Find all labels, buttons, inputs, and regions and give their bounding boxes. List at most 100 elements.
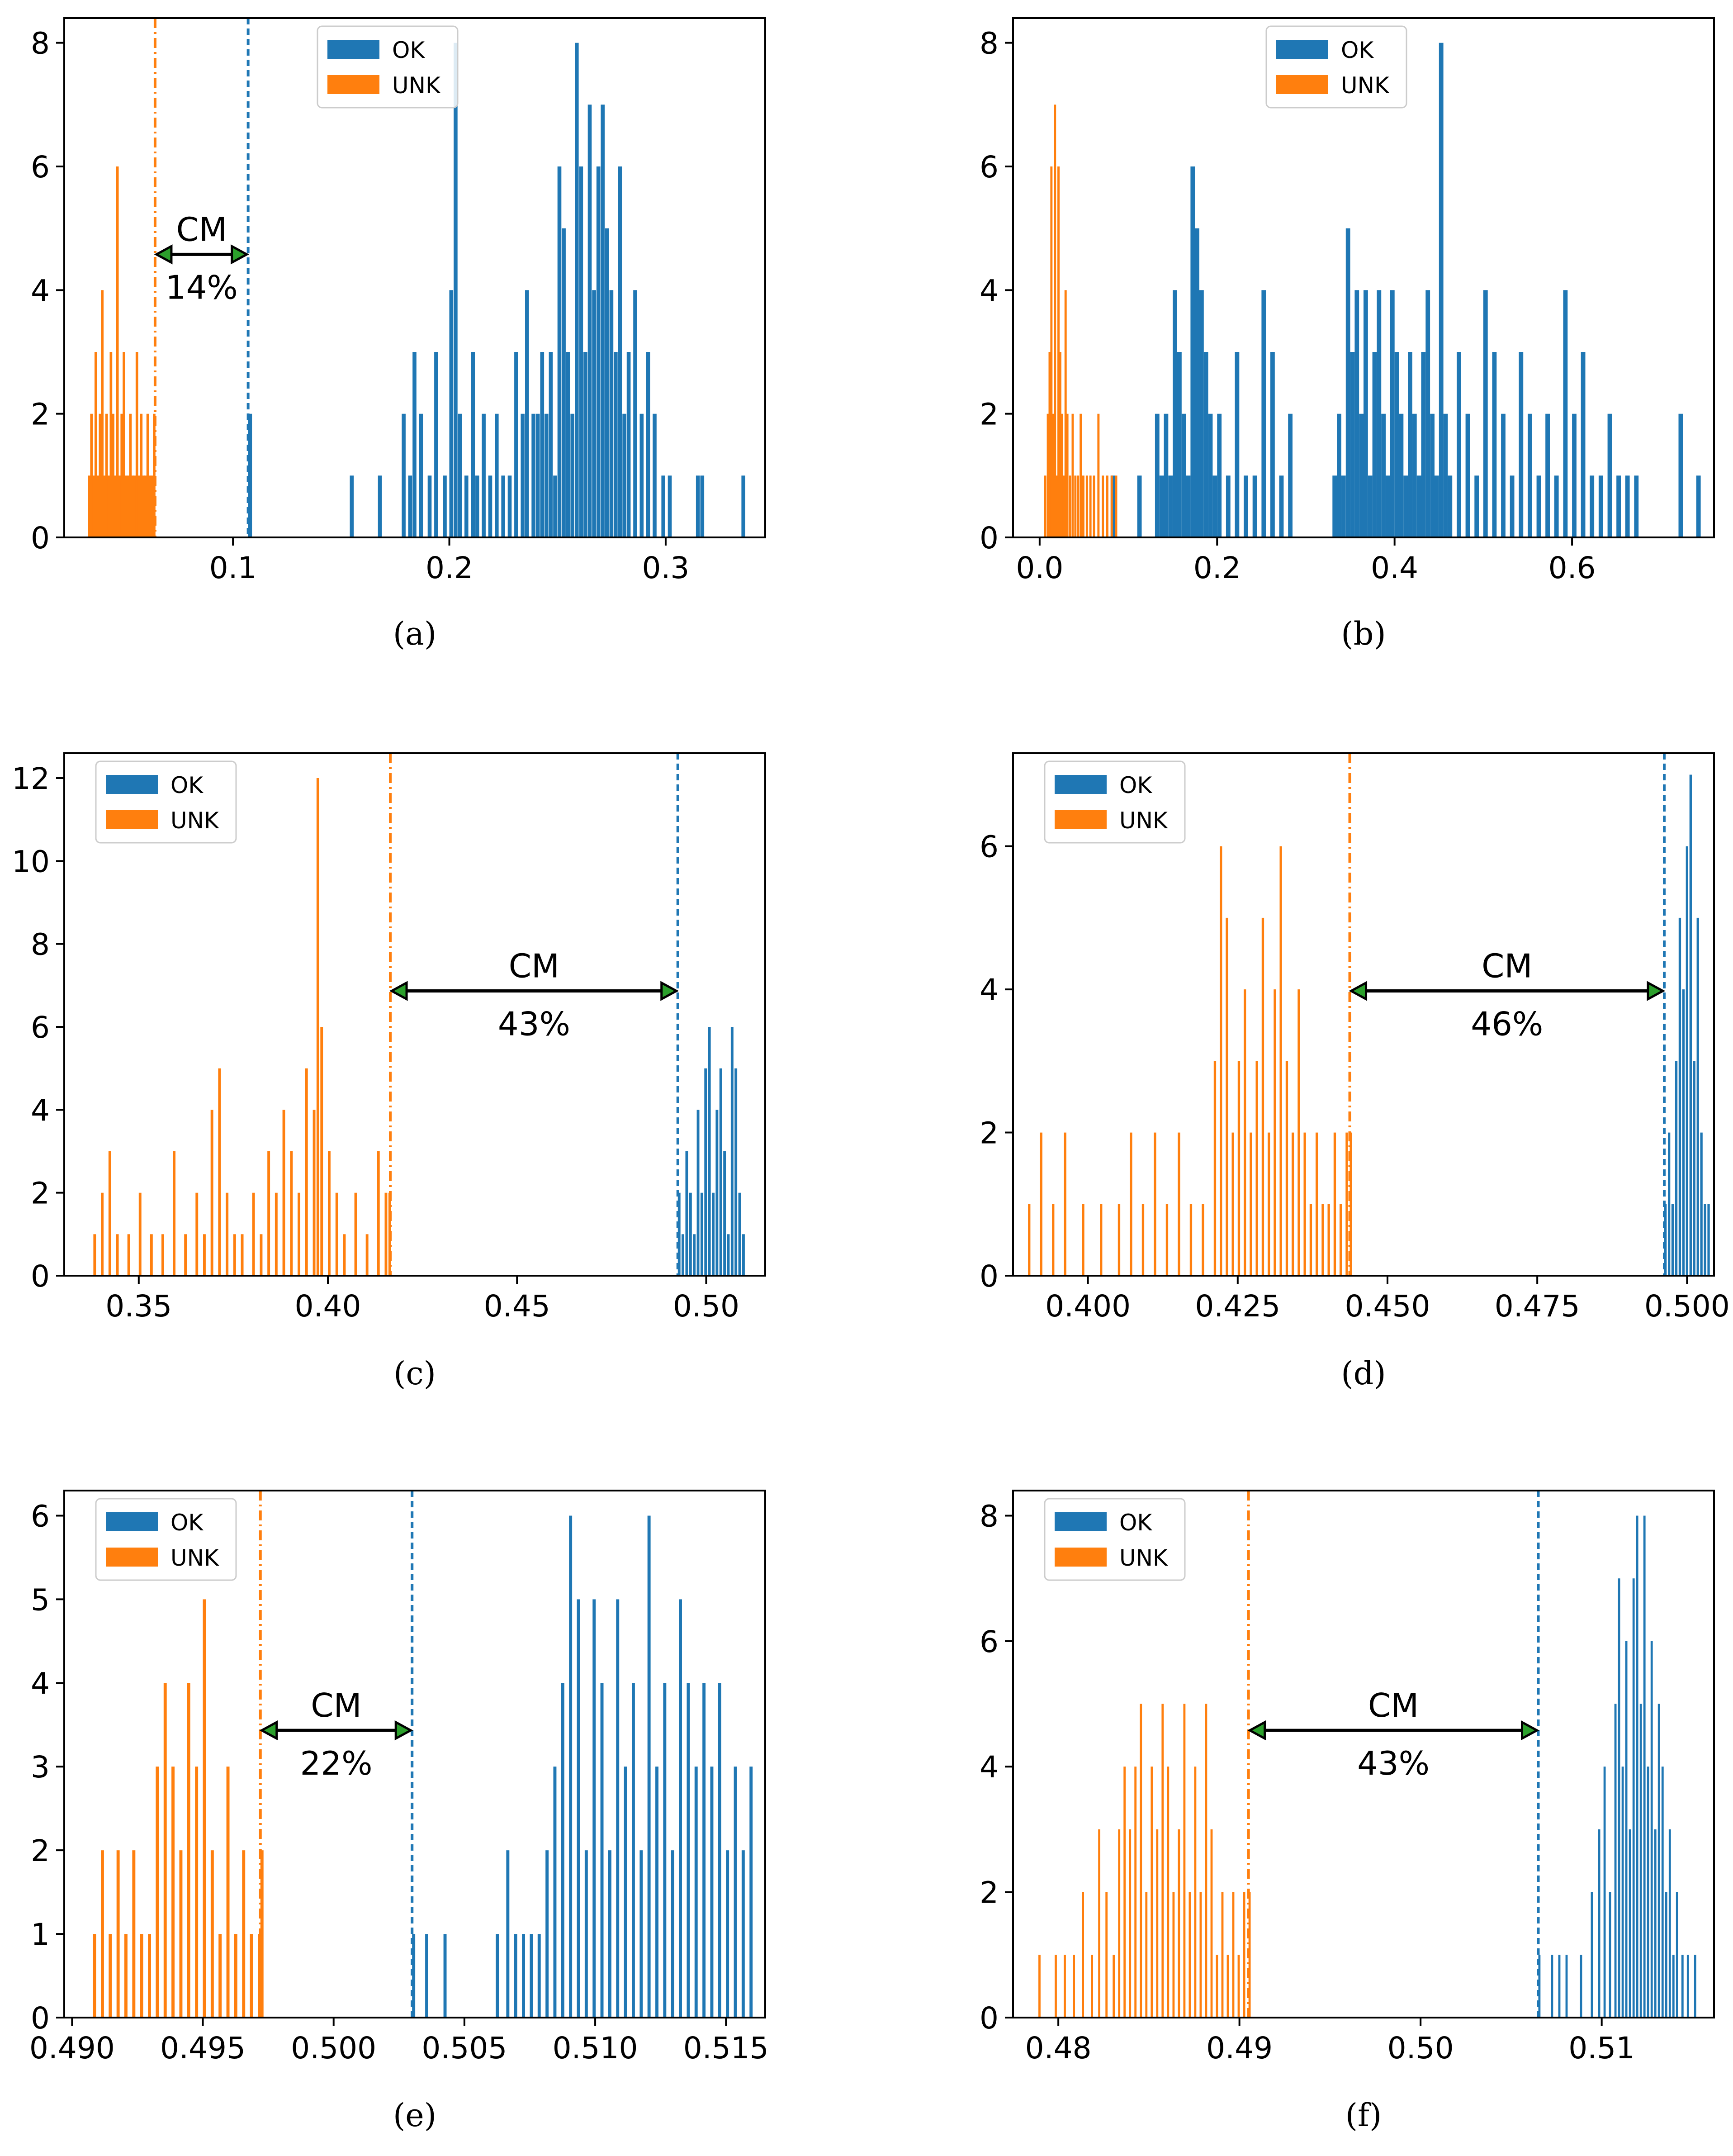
y-tick-label: 0 — [980, 1259, 999, 1294]
legend-label-unk: UNK — [170, 807, 219, 834]
bar-unk — [1172, 1892, 1175, 2018]
bar-unk — [226, 1767, 230, 2018]
bar-ok — [553, 475, 557, 537]
bar-unk — [107, 475, 110, 537]
bar-ok — [1279, 475, 1284, 537]
bar-ok — [506, 1850, 510, 2018]
x-tick-label: 0.6 — [1548, 551, 1596, 585]
bar-unk — [241, 1234, 244, 1276]
bar-ok — [549, 352, 553, 537]
legend-label-ok: OK — [1341, 37, 1374, 63]
y-tick-label: 2 — [31, 1176, 50, 1211]
bar-unk — [335, 1192, 338, 1276]
bar-ok — [425, 1934, 428, 2018]
bar-unk — [140, 413, 143, 537]
x-tick-label: 0.40 — [295, 1289, 361, 1324]
bar-ok — [1372, 352, 1377, 537]
bar-unk — [101, 1192, 104, 1276]
bar-ok — [1693, 1061, 1695, 1276]
series-unk — [1044, 104, 1117, 538]
bar-unk — [1167, 1767, 1170, 2018]
bar-ok — [1359, 413, 1364, 537]
bar-unk — [1161, 1704, 1164, 2018]
cm-arrow-head-right — [394, 1720, 413, 1741]
bar-unk — [1151, 1767, 1153, 2018]
series-unk — [93, 778, 391, 1276]
bar-ok — [727, 1234, 730, 1276]
bar-unk — [124, 1934, 128, 2018]
bar-ok — [1394, 352, 1399, 537]
y-tick-label: 2 — [980, 397, 999, 432]
bar-unk — [1061, 413, 1063, 537]
bar-unk — [290, 1151, 293, 1276]
bar-ok — [682, 1234, 684, 1276]
bar-unk — [135, 352, 138, 537]
bar-ok — [1235, 352, 1240, 537]
bar-ok — [596, 166, 601, 537]
y-tick-label: 4 — [31, 1666, 50, 1701]
bar-ok — [575, 43, 579, 538]
bar-unk — [109, 352, 113, 537]
bar-ok — [704, 1068, 707, 1276]
chart-panel-d: CM 46% 0.400 0.425 0.450 0.475 0.500 0 2 4 6 OK UNK (… — [980, 752, 1730, 1392]
bar-unk — [320, 1027, 323, 1276]
y-tick-label: 2 — [980, 1876, 999, 1910]
bar-ok — [1696, 917, 1699, 1276]
x-tick-label: 0.490 — [29, 2031, 115, 2066]
bar-unk — [1093, 475, 1095, 537]
bar-unk — [1244, 989, 1246, 1276]
bar-ok — [1681, 1955, 1684, 2018]
bar-unk — [1327, 1204, 1330, 1276]
y-tick-label: 6 — [980, 1624, 999, 1659]
bar-ok — [1425, 290, 1430, 537]
cm-arrow-head-left — [259, 1720, 278, 1741]
x-tick-label: 0.0 — [1016, 551, 1063, 585]
bar-unk — [218, 1934, 222, 2018]
bar-unk — [116, 166, 119, 537]
bar-ok — [633, 290, 637, 537]
bar-unk — [109, 1934, 112, 2018]
bar-ok — [1664, 1204, 1667, 1276]
bar-ok — [525, 290, 529, 537]
bar-unk — [298, 1192, 300, 1276]
axes-frame — [63, 1490, 766, 2018]
bar-unk — [233, 1234, 236, 1276]
legend-swatch-ok — [327, 40, 379, 59]
bar-ok — [378, 475, 382, 537]
bar-ok — [566, 352, 570, 537]
y-tick-label: 12 — [12, 761, 50, 796]
bar-ok — [1581, 352, 1586, 537]
bar-unk — [1105, 1892, 1108, 2018]
bar-unk — [187, 1683, 190, 2018]
cm-value: 22% — [300, 1744, 372, 1782]
series-unk — [1028, 846, 1352, 1276]
bar-unk — [1110, 475, 1113, 537]
bar-ok — [1689, 774, 1692, 1276]
bar-ok — [1545, 413, 1550, 537]
bar-ok — [419, 413, 423, 537]
bar-unk — [1145, 1892, 1148, 2018]
bar-unk — [101, 1850, 104, 2018]
bar-unk — [1154, 1132, 1156, 1276]
bar-unk — [1055, 1955, 1057, 2018]
bar-ok — [1632, 1578, 1635, 2018]
bar-ok — [1707, 1204, 1710, 1276]
bar-ok — [741, 475, 745, 537]
bar-ok — [1341, 475, 1346, 537]
bar-ok — [622, 413, 626, 537]
bar-unk — [365, 1234, 369, 1276]
bar-ok — [715, 1110, 719, 1276]
bar-unk — [156, 1767, 159, 2018]
y-tick-label: 4 — [31, 1093, 50, 1128]
bar-unk — [1321, 1204, 1324, 1276]
bar-ok — [522, 1934, 525, 2018]
bar-ok — [1190, 166, 1195, 537]
bar-unk — [1050, 166, 1053, 537]
bar-ok — [449, 290, 454, 537]
bar-unk — [1188, 1892, 1191, 2018]
bar-ok — [1694, 1955, 1696, 2018]
bar-unk — [1028, 1204, 1031, 1276]
bar-ok — [495, 413, 499, 537]
bar-ok — [1536, 475, 1541, 537]
